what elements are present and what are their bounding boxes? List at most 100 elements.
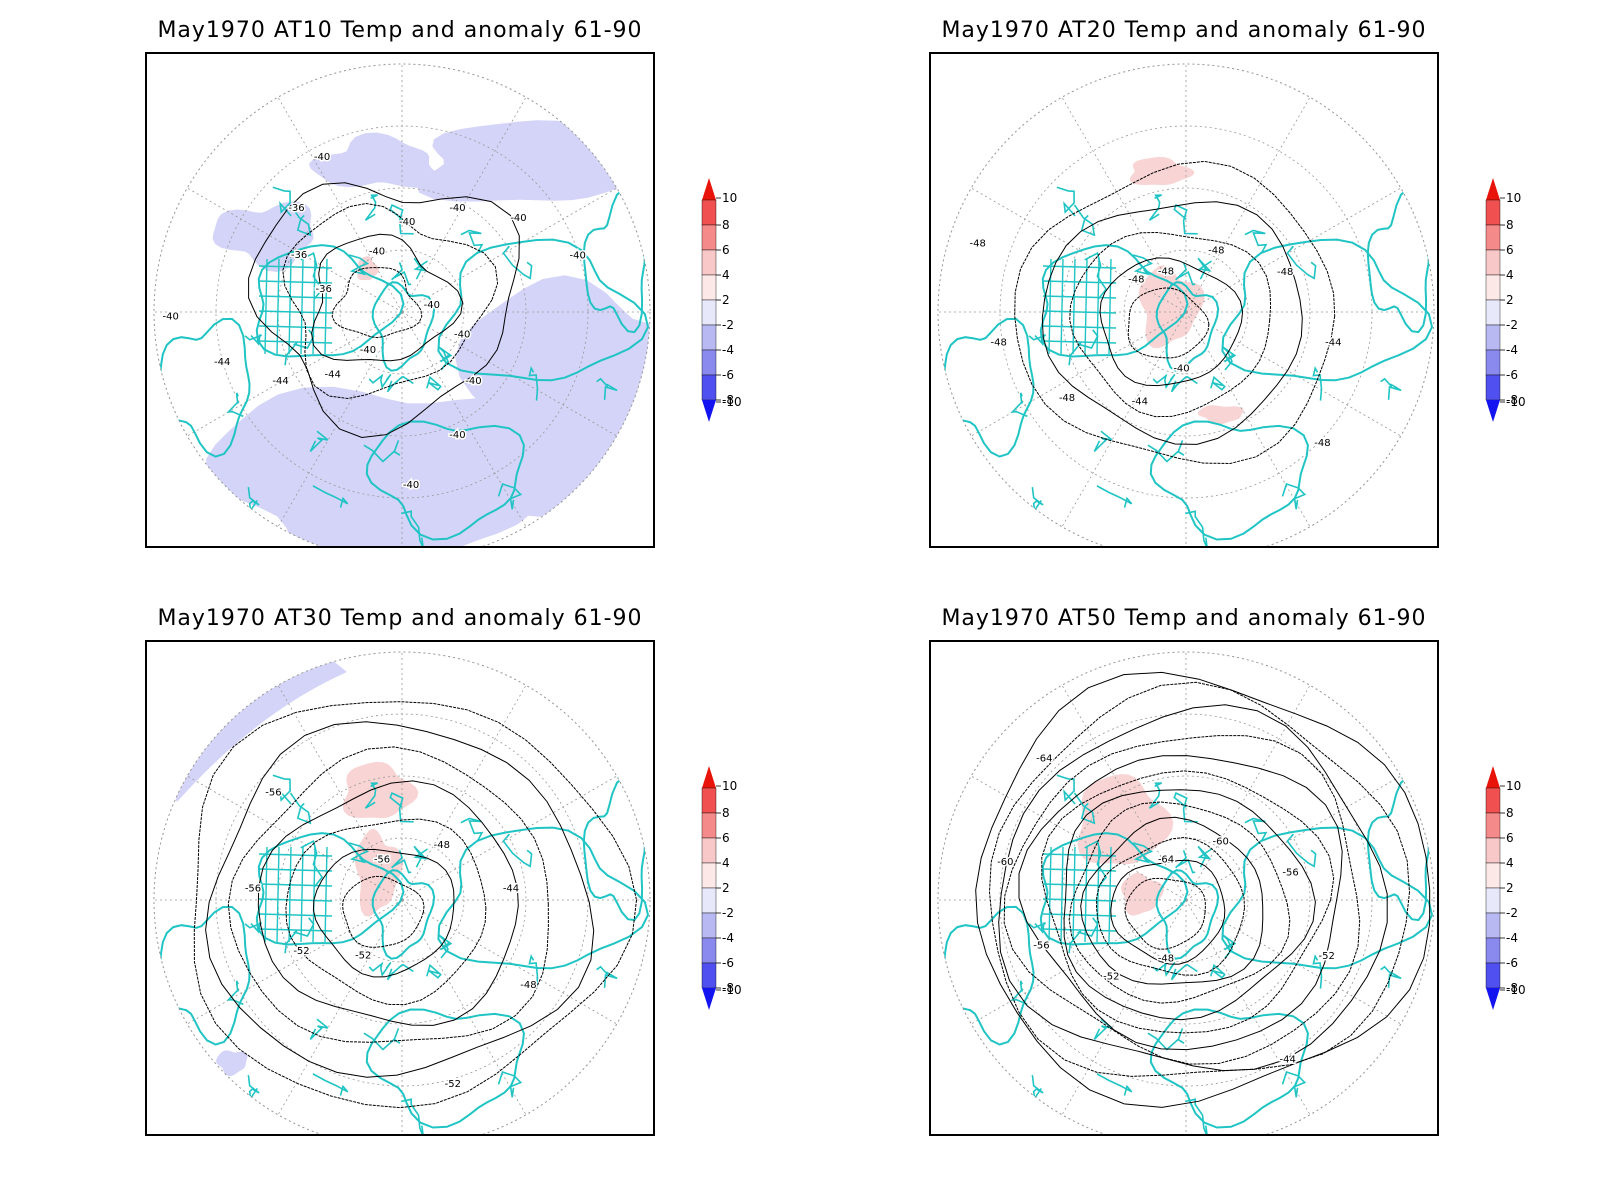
- contour-label: -64: [1158, 855, 1174, 866]
- legend-swatch: [1485, 199, 1501, 226]
- legend-label: 8: [722, 218, 730, 232]
- color-legend: 10 8 6 4 2 -2 -4 -6 -8 -10: [1484, 766, 1564, 1046]
- legend-label: -4: [1506, 343, 1518, 357]
- panel-at20: May1970 AT20 Temp and anomaly 61-90 -48 -…: [784, 0, 1584, 600]
- legend-swatch: [701, 274, 717, 301]
- legend-arrow-up: [1486, 178, 1500, 200]
- contour-label: -40: [403, 480, 419, 491]
- legend-label: -8: [722, 393, 734, 407]
- contour-label: -40: [510, 213, 526, 224]
- legend-label: -6: [1506, 368, 1518, 382]
- legend-label: -4: [722, 343, 734, 357]
- contour-label: -52: [1103, 972, 1119, 983]
- legend-arrow-down: [702, 400, 716, 422]
- legend-swatch: [1485, 249, 1501, 276]
- contour-label: -44: [214, 357, 230, 368]
- contour-label: -40: [424, 300, 440, 311]
- legend-label: 6: [722, 831, 730, 845]
- legend-swatch: [701, 199, 717, 226]
- contour-label: -36: [288, 203, 304, 214]
- legend-swatch: [1485, 912, 1501, 939]
- panel-title: May1970 AT10 Temp and anomaly 61-90: [157, 18, 643, 43]
- panel-at30: May1970 AT30 Temp and anomaly 61-90 -56 -…: [0, 588, 800, 1188]
- legend-swatch: [701, 862, 717, 889]
- legend-label: 10: [722, 779, 737, 793]
- contour-label: -44: [325, 370, 341, 381]
- contour-label: -40: [314, 152, 330, 163]
- legend-swatch: [701, 224, 717, 251]
- legend-label: -10: [1506, 983, 1526, 997]
- contour-label: -44: [272, 376, 288, 387]
- contour-label: -44: [503, 884, 519, 895]
- panel-title: May1970 AT20 Temp and anomaly 61-90: [941, 18, 1427, 43]
- legend-swatch: [1485, 274, 1501, 301]
- legend-swatch: [1485, 837, 1501, 864]
- legend-swatch: [701, 962, 717, 989]
- legend-swatch: [701, 324, 717, 351]
- legend-arrow-up: [702, 178, 716, 200]
- legend-label: 8: [1506, 806, 1514, 820]
- legend-swatch: [701, 249, 717, 276]
- contour-label: -52: [1319, 951, 1335, 962]
- legend-label: -8: [1506, 981, 1518, 995]
- legend-label: 6: [722, 243, 730, 257]
- panel-title: May1970 AT30 Temp and anomaly 61-90: [157, 606, 643, 631]
- legend-arrow-up: [1486, 766, 1500, 788]
- legend-arrow-down: [1486, 400, 1500, 422]
- legend-label: -6: [722, 368, 734, 382]
- legend-label: 6: [1506, 243, 1514, 257]
- legend-swatch: [701, 887, 717, 914]
- legend-swatch: [701, 349, 717, 376]
- legend-swatch: [1485, 937, 1501, 964]
- legend-label: 4: [722, 856, 730, 870]
- legend-arrow-down: [702, 988, 716, 1010]
- legend-swatch: [701, 937, 717, 964]
- contour-label: -40: [163, 311, 179, 322]
- legend-label: -4: [722, 931, 734, 945]
- legend-swatch: [701, 812, 717, 839]
- legend-swatch: [701, 374, 717, 401]
- legend-label: 4: [1506, 856, 1514, 870]
- legend-swatch: [1485, 374, 1501, 401]
- legend-label: 2: [1506, 881, 1514, 895]
- legend-label: 8: [722, 806, 730, 820]
- legend-swatch: [1485, 862, 1501, 889]
- legend-swatch: [1485, 324, 1501, 351]
- contour-label: -36: [316, 284, 332, 295]
- contour-label: -48: [1314, 438, 1330, 449]
- contour-label: -44: [1280, 1055, 1296, 1066]
- contour-label: -60: [1213, 836, 1229, 847]
- polar-map: -56 -48 -44 -48 -52 -52 -52 -56 -56: [145, 640, 655, 1136]
- panel-at10: May1970 AT10 Temp and anomaly 61-90 -40 -…: [0, 0, 800, 600]
- contour-label: -48: [970, 239, 986, 250]
- contour-label: -56: [1033, 940, 1049, 951]
- contour-label: -52: [293, 946, 309, 957]
- contour-label: -48: [1128, 274, 1144, 285]
- legend-label: -10: [722, 395, 742, 409]
- contour-label: -48: [1158, 267, 1174, 278]
- legend-label: 10: [722, 191, 737, 205]
- panel-title: May1970 AT50 Temp and anomaly 61-90: [941, 606, 1427, 631]
- contour-label: -48: [1277, 267, 1293, 278]
- legend-swatch: [701, 837, 717, 864]
- legend-label: -8: [1506, 393, 1518, 407]
- legend-label: 2: [1506, 293, 1514, 307]
- contour-label: -40: [1173, 364, 1189, 375]
- contour-label: -56: [245, 884, 261, 895]
- contour-label: -56: [374, 855, 390, 866]
- contour-label: -48: [1158, 954, 1174, 965]
- legend-swatch: [701, 787, 717, 814]
- legend-swatch: [1485, 787, 1501, 814]
- contour-label: -40: [399, 217, 415, 228]
- contour-label: -44: [1132, 396, 1148, 407]
- panel-at50: May1970 AT50 Temp and anomaly 61-90 -64 -…: [784, 588, 1584, 1188]
- legend-label: -6: [722, 956, 734, 970]
- legend-swatch: [701, 299, 717, 326]
- contour-label: -64: [1036, 753, 1052, 764]
- legend-label: -10: [722, 983, 742, 997]
- contour-label: -52: [355, 951, 371, 962]
- color-legend: 10 8 6 4 2 -2 -4 -6 -8 -10: [1484, 178, 1564, 458]
- legend-swatch: [1485, 349, 1501, 376]
- polar-map: -40 -40 -40 -40 -40 -40 -40 -40 -40 -40 -40 -44 -44 -…: [145, 52, 655, 548]
- contour-label: -40: [570, 250, 586, 261]
